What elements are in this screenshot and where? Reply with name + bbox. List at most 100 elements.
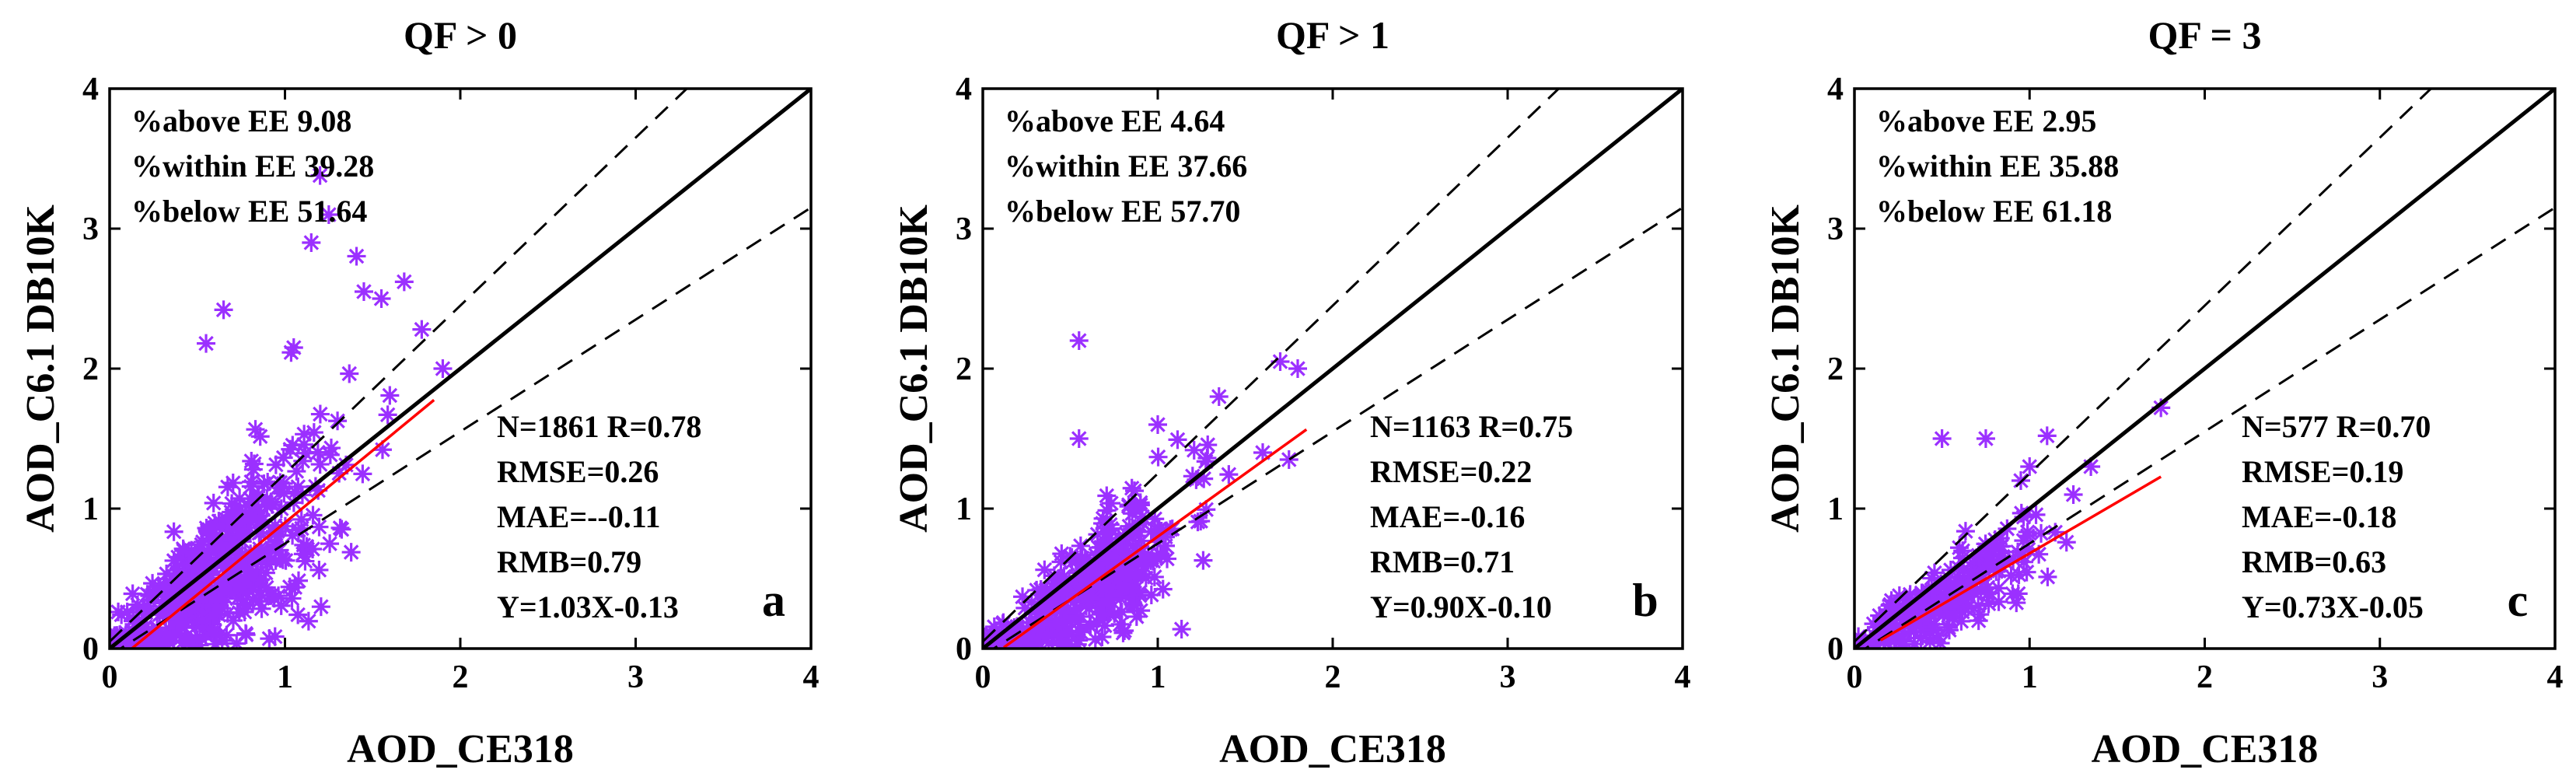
data-point <box>1097 551 1117 571</box>
data-point <box>169 611 188 631</box>
data-point <box>2014 552 2033 572</box>
data-point <box>1980 583 1999 603</box>
data-point <box>1964 582 1984 602</box>
x-tick-label: 3 <box>1500 659 1516 695</box>
ee-upper-line <box>110 89 689 643</box>
data-point <box>1127 607 1146 626</box>
data-point <box>271 596 291 615</box>
data-point <box>1069 429 1089 448</box>
data-point <box>204 493 223 512</box>
data-point <box>299 611 318 631</box>
data-point <box>204 606 223 625</box>
data-point <box>232 594 252 614</box>
data-point <box>1141 586 1161 605</box>
x-tick-label: 3 <box>627 659 644 695</box>
data-point <box>271 499 291 519</box>
ee-stat-text: %within EE 35.88 <box>1876 149 2119 184</box>
data-point <box>310 166 330 185</box>
x-axis-label: AOD_CE318 <box>347 727 574 771</box>
data-point <box>1969 546 1988 565</box>
data-point <box>340 364 359 383</box>
fit-stat-text: RMB=0.79 <box>497 544 641 579</box>
data-point <box>1152 522 1171 541</box>
data-point <box>116 623 135 642</box>
data-point <box>1099 586 1118 606</box>
chart-panel-a: QF > 0 0 1 2 3 4 0 1 2 3 4 AOD_CE318 AOD_C6.1 DB10K%… <box>19 13 820 771</box>
data-point <box>1123 578 1142 597</box>
y-tick-label: 4 <box>956 72 972 107</box>
data-point <box>304 423 323 442</box>
data-point <box>143 574 163 593</box>
data-point <box>1119 497 1138 516</box>
fit-stat-text: Y=0.73X-0.05 <box>2242 589 2424 624</box>
data-point <box>177 613 196 632</box>
fit-stat-text: N=1163 R=0.75 <box>1370 409 1573 444</box>
plot-frame <box>1853 87 2557 650</box>
data-point <box>239 495 259 515</box>
data-point <box>284 338 303 357</box>
data-point <box>2037 426 2057 446</box>
data-point <box>222 494 242 513</box>
data-point <box>246 547 265 567</box>
data-point <box>1123 504 1142 523</box>
x-tick-label: 1 <box>2022 659 2038 695</box>
data-point <box>1184 440 1204 460</box>
data-point <box>281 343 301 362</box>
data-point <box>2020 457 2039 476</box>
data-point <box>206 540 225 559</box>
data-point <box>1271 352 1290 371</box>
data-point <box>319 205 338 224</box>
fit-stat-text: N=1861 R=0.78 <box>497 409 701 444</box>
data-point <box>303 505 323 525</box>
data-point <box>1939 582 1959 602</box>
data-point <box>1069 331 1089 350</box>
data-point <box>1209 387 1229 406</box>
data-point <box>166 561 186 580</box>
data-point <box>292 509 311 529</box>
data-point <box>210 625 229 645</box>
data-point <box>112 605 131 624</box>
data-point <box>271 473 290 492</box>
data-point <box>190 563 210 582</box>
data-point <box>229 524 249 544</box>
ee-stat-text: %above EE 2.95 <box>1876 103 2096 138</box>
y-tick-label: 3 <box>82 212 99 247</box>
data-point <box>250 427 270 446</box>
data-point <box>1056 603 1075 623</box>
data-point <box>1949 558 1969 578</box>
data-point <box>2081 457 2101 476</box>
data-point <box>248 513 267 533</box>
data-point <box>320 534 340 554</box>
data-point <box>1953 590 1973 610</box>
data-point <box>196 625 215 645</box>
data-point <box>1279 450 1298 469</box>
x-tick-label: 0 <box>1847 659 1863 695</box>
data-point <box>225 560 244 579</box>
data-point <box>264 589 284 608</box>
data-point <box>2008 584 2028 603</box>
data-point <box>205 610 225 629</box>
data-point <box>239 561 258 580</box>
data-point <box>2009 565 2029 584</box>
data-point <box>1065 605 1085 624</box>
ee-upper-line <box>1854 89 2433 643</box>
data-point <box>332 519 351 539</box>
one-to-one-line <box>110 89 811 649</box>
data-point <box>1079 598 1099 617</box>
data-point <box>163 627 182 646</box>
data-point <box>159 619 179 638</box>
data-point <box>1148 532 1167 551</box>
data-point <box>212 631 232 649</box>
fit-stat-text: MAE=-0.18 <box>2242 499 2396 534</box>
data-point <box>2046 523 2065 542</box>
data-point <box>1124 596 1144 615</box>
data-point <box>1090 596 1110 616</box>
data-point <box>1145 567 1164 586</box>
x-tick-label: 2 <box>1325 659 1341 695</box>
x-tick-label: 4 <box>2547 659 2564 695</box>
data-point <box>1022 631 1042 649</box>
y-axis-label: AOD_C6.1 DB10K <box>892 205 936 533</box>
data-point <box>1197 500 1216 519</box>
data-point <box>202 623 222 642</box>
data-point <box>250 570 270 589</box>
